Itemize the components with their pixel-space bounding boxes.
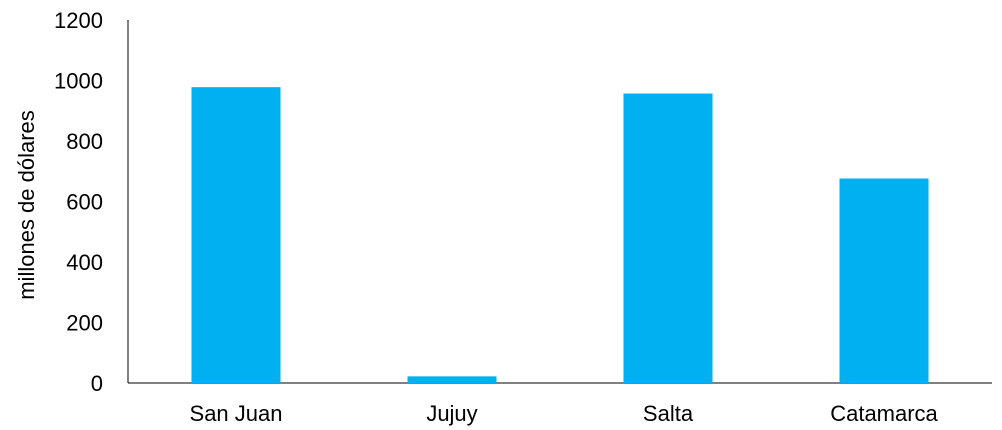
y-tick-label: 1000 bbox=[54, 69, 103, 94]
bar bbox=[407, 376, 497, 383]
x-tick-label: Jujuy bbox=[426, 401, 477, 426]
y-tick-label: 0 bbox=[91, 371, 103, 396]
x-tick-label: Salta bbox=[643, 401, 694, 426]
bar bbox=[839, 178, 929, 383]
y-tick-label: 400 bbox=[66, 250, 103, 275]
x-axis-labels: San Juan Jujuy Salta Catamarca bbox=[190, 401, 939, 426]
x-tick-label: Catamarca bbox=[830, 401, 938, 426]
y-tick-label: 1200 bbox=[54, 8, 103, 33]
bar bbox=[191, 87, 281, 383]
y-tick-label: 600 bbox=[66, 190, 103, 215]
y-axis-ticks: 0 200 400 600 800 1000 1200 bbox=[54, 8, 103, 396]
y-tick-label: 200 bbox=[66, 311, 103, 336]
x-tick-label: San Juan bbox=[190, 401, 283, 426]
bars bbox=[191, 87, 929, 383]
y-tick-label: 800 bbox=[66, 129, 103, 154]
bar bbox=[623, 93, 713, 383]
y-axis-title: millones de dólares bbox=[14, 110, 39, 300]
